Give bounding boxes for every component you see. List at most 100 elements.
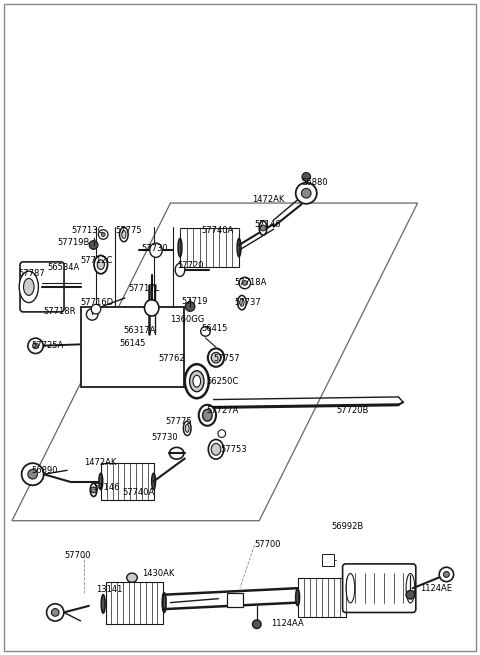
Ellipse shape xyxy=(167,348,183,370)
Ellipse shape xyxy=(185,364,209,398)
Ellipse shape xyxy=(101,595,105,613)
Ellipse shape xyxy=(94,255,108,274)
Ellipse shape xyxy=(185,424,189,432)
Text: 13141: 13141 xyxy=(96,585,122,594)
Circle shape xyxy=(91,487,96,493)
Ellipse shape xyxy=(127,573,137,582)
Text: 1430AK: 1430AK xyxy=(142,569,174,578)
Text: 56880: 56880 xyxy=(301,178,328,187)
Text: 56415: 56415 xyxy=(202,324,228,333)
Circle shape xyxy=(51,608,59,616)
Circle shape xyxy=(296,183,317,204)
FancyBboxPatch shape xyxy=(20,262,64,312)
Bar xyxy=(227,593,243,607)
Ellipse shape xyxy=(183,421,191,436)
Text: 57720B: 57720B xyxy=(336,405,368,415)
FancyBboxPatch shape xyxy=(343,564,416,612)
Text: 57787: 57787 xyxy=(18,269,45,278)
Bar xyxy=(298,578,346,617)
Text: 57146: 57146 xyxy=(254,219,281,229)
Ellipse shape xyxy=(193,375,201,387)
Ellipse shape xyxy=(237,238,241,257)
Ellipse shape xyxy=(346,574,355,603)
Ellipse shape xyxy=(259,221,267,235)
Circle shape xyxy=(173,318,180,326)
Text: 57727A: 57727A xyxy=(206,405,239,415)
Ellipse shape xyxy=(150,243,162,257)
Text: 1472AK: 1472AK xyxy=(252,195,284,204)
Bar xyxy=(322,554,334,566)
Text: 57740A: 57740A xyxy=(122,488,155,497)
Circle shape xyxy=(406,590,415,599)
Text: 56317A: 56317A xyxy=(124,326,156,335)
Bar xyxy=(180,228,239,267)
Text: 57737: 57737 xyxy=(234,298,261,307)
Ellipse shape xyxy=(144,299,159,316)
Circle shape xyxy=(28,470,37,479)
Text: 56250C: 56250C xyxy=(206,377,239,386)
Ellipse shape xyxy=(152,473,156,490)
Ellipse shape xyxy=(162,593,166,612)
Text: 1124AA: 1124AA xyxy=(271,619,304,628)
Text: 1472AK: 1472AK xyxy=(84,458,116,467)
Circle shape xyxy=(201,327,210,336)
Ellipse shape xyxy=(19,271,38,303)
Text: 56534A: 56534A xyxy=(47,263,79,272)
Circle shape xyxy=(136,331,147,343)
Circle shape xyxy=(169,314,184,330)
Ellipse shape xyxy=(344,590,348,605)
Ellipse shape xyxy=(24,278,34,295)
Circle shape xyxy=(33,343,38,348)
Circle shape xyxy=(239,277,251,289)
Text: 57700: 57700 xyxy=(65,551,91,560)
Circle shape xyxy=(91,305,101,314)
Text: 56992B: 56992B xyxy=(331,522,363,531)
Circle shape xyxy=(242,280,247,286)
Circle shape xyxy=(127,341,137,350)
Text: 56145: 56145 xyxy=(119,339,145,348)
Ellipse shape xyxy=(99,473,103,490)
Ellipse shape xyxy=(203,409,212,421)
Text: 57716D: 57716D xyxy=(81,298,114,307)
Ellipse shape xyxy=(238,295,246,310)
Ellipse shape xyxy=(406,574,415,603)
Ellipse shape xyxy=(208,348,224,367)
Ellipse shape xyxy=(178,238,182,257)
Text: 57719B: 57719B xyxy=(58,238,90,247)
Text: 57740A: 57740A xyxy=(202,226,234,235)
Text: 57725A: 57725A xyxy=(31,341,63,350)
Text: 57718R: 57718R xyxy=(43,307,76,316)
Circle shape xyxy=(101,233,105,236)
Ellipse shape xyxy=(90,483,97,496)
Text: 57720: 57720 xyxy=(178,261,204,270)
Text: 57730: 57730 xyxy=(151,433,178,442)
Text: 56890: 56890 xyxy=(31,466,58,475)
Text: 57719: 57719 xyxy=(181,297,208,306)
Ellipse shape xyxy=(170,352,180,365)
Text: 57718A: 57718A xyxy=(234,278,266,288)
Ellipse shape xyxy=(175,263,185,276)
Ellipse shape xyxy=(296,590,300,605)
Ellipse shape xyxy=(190,371,204,392)
Text: 57712C: 57712C xyxy=(81,256,113,265)
Ellipse shape xyxy=(211,443,221,455)
Text: 57757: 57757 xyxy=(214,354,240,364)
Ellipse shape xyxy=(120,227,128,242)
Text: 57717L: 57717L xyxy=(129,284,160,293)
Circle shape xyxy=(86,309,98,320)
Ellipse shape xyxy=(122,231,126,238)
Circle shape xyxy=(98,230,108,239)
Ellipse shape xyxy=(169,447,184,459)
Bar xyxy=(81,307,184,386)
Ellipse shape xyxy=(240,299,244,307)
Circle shape xyxy=(439,567,454,582)
Text: 57730: 57730 xyxy=(142,244,168,253)
Circle shape xyxy=(130,344,134,348)
Circle shape xyxy=(444,572,449,577)
Circle shape xyxy=(22,463,44,485)
Circle shape xyxy=(302,172,311,181)
Text: 57713C: 57713C xyxy=(71,226,104,235)
Text: 1360GG: 1360GG xyxy=(170,315,204,324)
Text: 57775: 57775 xyxy=(115,226,142,235)
Bar xyxy=(106,582,163,624)
